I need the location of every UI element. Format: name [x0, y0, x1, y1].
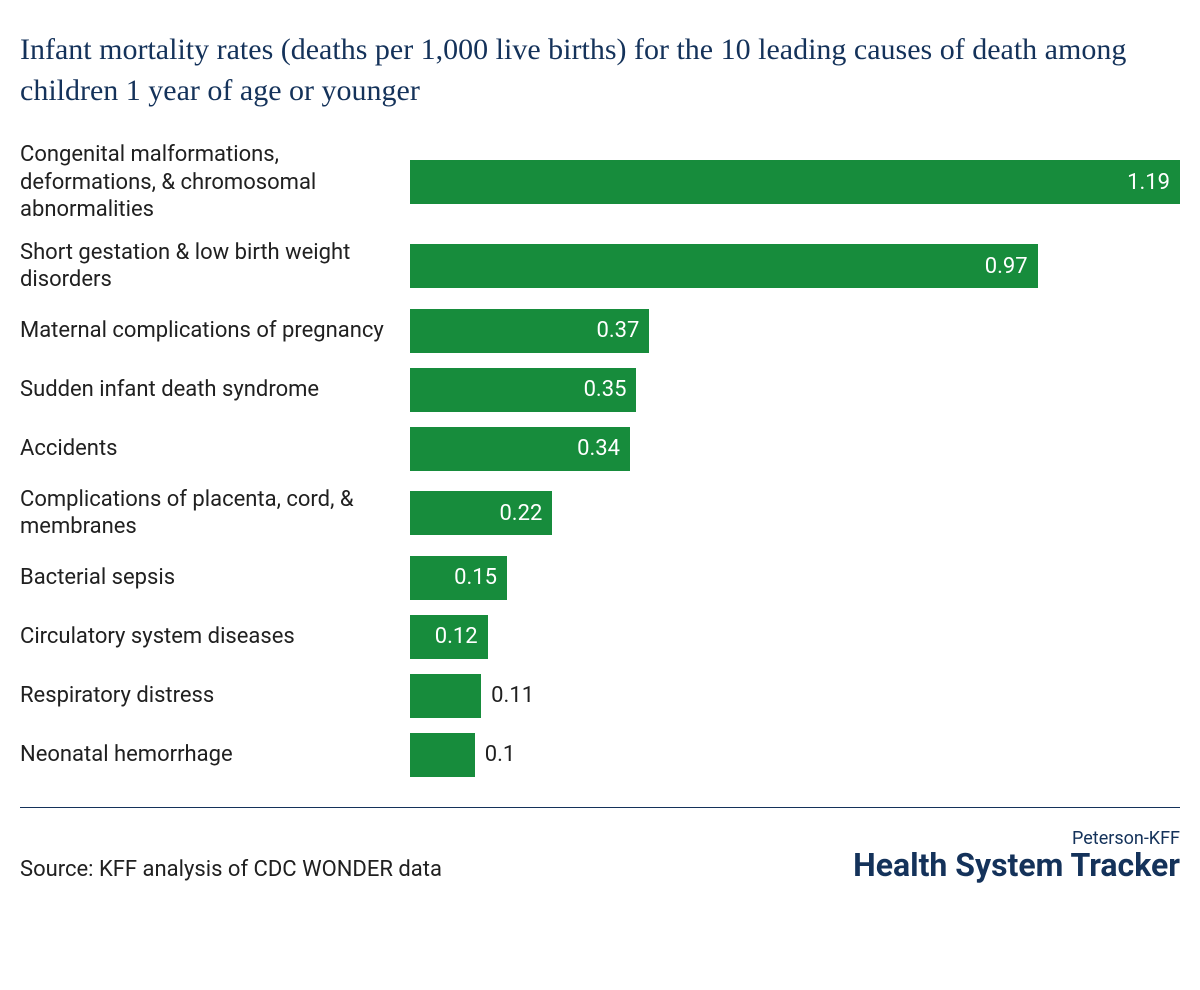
bar-label: Respiratory distress: [20, 682, 410, 710]
bar-label: Neonatal hemorrhage: [20, 741, 410, 769]
bar: 0.37: [410, 309, 649, 353]
bar-value: 0.22: [499, 501, 542, 526]
bar: [410, 674, 481, 718]
bar-label: Short gestation & low birth weight disor…: [20, 239, 410, 294]
bar-track: 0.34: [410, 427, 1180, 471]
bar: 0.35: [410, 368, 636, 412]
bar-track: 0.22: [410, 491, 1180, 535]
bar-row: Congenital malformations, deformations, …: [20, 141, 1180, 224]
bar-row: Sudden infant death syndrome 0.35: [20, 368, 1180, 412]
bar-track: 0.1: [410, 733, 1180, 777]
bar-value: 0.35: [584, 377, 627, 402]
footer: Source: KFF analysis of CDC WONDER data …: [20, 828, 1180, 883]
bar-track: 0.97: [410, 244, 1180, 288]
bar-track: 0.11: [410, 674, 1180, 718]
bar: [410, 733, 475, 777]
bar-row: Short gestation & low birth weight disor…: [20, 239, 1180, 294]
bar-track: 0.37: [410, 309, 1180, 353]
bar-label: Bacterial sepsis: [20, 564, 410, 592]
source-text: Source: KFF analysis of CDC WONDER data: [20, 857, 442, 882]
bar: 0.34: [410, 427, 630, 471]
bar-row: Maternal complications of pregnancy 0.37: [20, 309, 1180, 353]
bar-chart: Congenital malformations, deformations, …: [20, 141, 1180, 777]
bar-row: Accidents 0.34: [20, 427, 1180, 471]
bar-value: 0.37: [597, 318, 640, 343]
bar-value: 0.11: [491, 683, 534, 708]
bar-value: 0.12: [435, 624, 478, 649]
bar-label: Circulatory system diseases: [20, 623, 410, 651]
bar-track: 0.12: [410, 615, 1180, 659]
bar-value: 0.97: [985, 254, 1028, 279]
brand-large-text: Health System Tracker: [853, 849, 1180, 883]
bar-value: 1.19: [1127, 170, 1170, 195]
bar-track: 0.35: [410, 368, 1180, 412]
bar: 0.97: [410, 244, 1038, 288]
chart-container: Infant mortality rates (deaths per 1,000…: [0, 0, 1200, 902]
bar-row: Complications of placenta, cord, & membr…: [20, 486, 1180, 541]
bar-label: Complications of placenta, cord, & membr…: [20, 486, 410, 541]
bar-track: 0.15: [410, 556, 1180, 600]
bar-row: Bacterial sepsis 0.15: [20, 556, 1180, 600]
bar-label: Maternal complications of pregnancy: [20, 317, 410, 345]
bar: 0.12: [410, 615, 488, 659]
bar: 1.19: [410, 160, 1180, 204]
bar-row: Neonatal hemorrhage 0.1: [20, 733, 1180, 777]
bar-label: Accidents: [20, 435, 410, 463]
bar-value: 0.15: [454, 565, 497, 590]
bar-row: Respiratory distress 0.11: [20, 674, 1180, 718]
bar-value: 0.34: [577, 436, 620, 461]
bar-value: 0.1: [485, 742, 516, 767]
bar-label: Congenital malformations, deformations, …: [20, 141, 410, 224]
bar-label: Sudden infant death syndrome: [20, 376, 410, 404]
bar-row: Circulatory system diseases 0.12: [20, 615, 1180, 659]
bar-track: 1.19: [410, 160, 1180, 204]
footer-divider: [20, 807, 1180, 808]
brand-block: Peterson-KFF Health System Tracker: [853, 828, 1180, 883]
bar: 0.22: [410, 491, 552, 535]
chart-title: Infant mortality rates (deaths per 1,000…: [20, 30, 1180, 111]
bar: 0.15: [410, 556, 507, 600]
